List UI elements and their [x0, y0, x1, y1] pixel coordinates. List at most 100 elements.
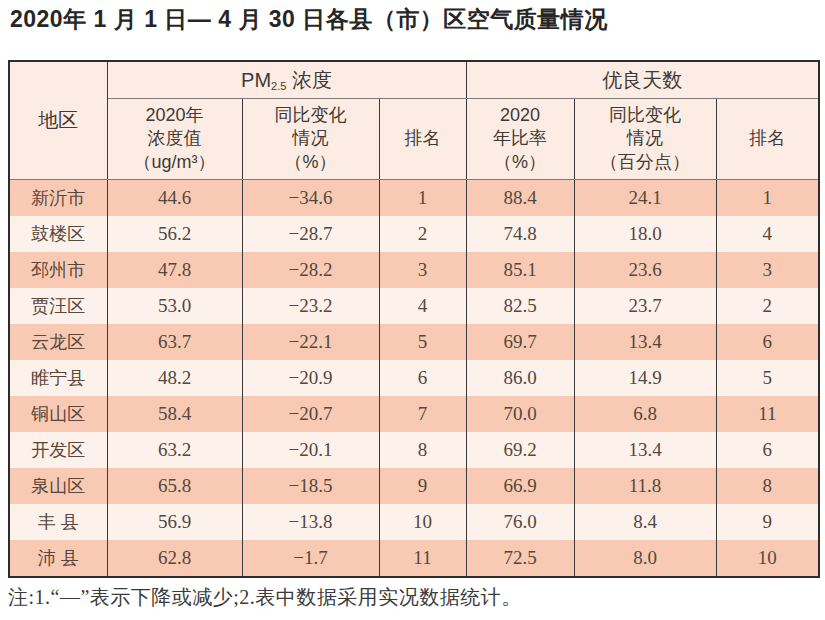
ratio-cell: 70.0: [466, 396, 574, 432]
footnote: 注:1.“—”表示下降或减少;2.表中数据采用实况数据统计。: [8, 584, 522, 611]
region-cell: 铜山区: [9, 396, 107, 432]
ratio-rank-cell: 4: [716, 216, 819, 252]
pm-value-cell: 65.8: [107, 468, 242, 504]
ratio-cell: 76.0: [466, 504, 574, 540]
ratio-rank-cell: 11: [716, 396, 819, 432]
pm-rank-cell: 6: [379, 360, 466, 396]
ratio-cell: 72.5: [466, 540, 574, 577]
table-row: 邳州市 47.8 −28.2 3 85.1 23.6 3: [9, 252, 819, 288]
air-quality-table: 地区 PM2.5 浓度 优良天数 2020年 浓度值 （ug/m³） 同比变化 …: [8, 60, 820, 578]
pm-rank-cell: 5: [379, 324, 466, 360]
pm25-label-prefix: PM: [241, 69, 271, 91]
pm25-group-header: PM2.5 浓度: [107, 61, 466, 99]
region-cell: 鼓楼区: [9, 216, 107, 252]
ratio-change-cell: 8.0: [574, 540, 716, 577]
col-header-pm-rank: 排名: [379, 99, 466, 180]
pm-change-cell: −23.2: [242, 288, 379, 324]
ratio-rank-cell: 10: [716, 540, 819, 577]
ratio-rank-cell: 6: [716, 324, 819, 360]
ratio-cell: 86.0: [466, 360, 574, 396]
pm-rank-cell: 2: [379, 216, 466, 252]
ratio-rank-cell: 1: [716, 180, 819, 217]
ratio-change-cell: 13.4: [574, 432, 716, 468]
pm25-label-suffix: 浓度: [286, 69, 332, 91]
ratio-cell: 88.4: [466, 180, 574, 217]
region-cell: 泉山区: [9, 468, 107, 504]
region-cell: 邳州市: [9, 252, 107, 288]
ratio-cell: 66.9: [466, 468, 574, 504]
pm-change-cell: −20.9: [242, 360, 379, 396]
pm-change-cell: −22.1: [242, 324, 379, 360]
pm-rank-cell: 8: [379, 432, 466, 468]
pm-rank-cell: 4: [379, 288, 466, 324]
table-group-header-row: 地区 PM2.5 浓度 优良天数: [9, 61, 819, 99]
col-header-pm-yoy-change: 同比变化 情况 （%）: [242, 99, 379, 180]
region-column-header: 地区: [9, 61, 107, 180]
ratio-change-cell: 13.4: [574, 324, 716, 360]
pm-rank-cell: 11: [379, 540, 466, 577]
ratio-change-cell: 6.8: [574, 396, 716, 432]
pm-change-cell: −13.8: [242, 504, 379, 540]
pm-change-cell: −1.7: [242, 540, 379, 577]
ratio-change-cell: 18.0: [574, 216, 716, 252]
pm-rank-cell: 7: [379, 396, 466, 432]
pm-value-cell: 48.2: [107, 360, 242, 396]
pm25-label-subscript: 2.5: [271, 80, 286, 92]
ratio-rank-cell: 2: [716, 288, 819, 324]
table-row: 睢宁县 48.2 −20.9 6 86.0 14.9 5: [9, 360, 819, 396]
ratio-rank-cell: 5: [716, 360, 819, 396]
table-row: 开发区 63.2 −20.1 8 69.2 13.4 6: [9, 432, 819, 468]
pm-value-cell: 56.9: [107, 504, 242, 540]
region-cell: 丰 县: [9, 504, 107, 540]
pm-value-cell: 56.2: [107, 216, 242, 252]
ratio-change-cell: 24.1: [574, 180, 716, 217]
pm-value-cell: 47.8: [107, 252, 242, 288]
pm-rank-cell: 10: [379, 504, 466, 540]
ratio-change-cell: 14.9: [574, 360, 716, 396]
ratio-cell: 69.7: [466, 324, 574, 360]
ratio-rank-cell: 8: [716, 468, 819, 504]
ratio-cell: 69.2: [466, 432, 574, 468]
pm-value-cell: 53.0: [107, 288, 242, 324]
ratio-cell: 85.1: [466, 252, 574, 288]
page-title: 2020年 1 月 1 日— 4 月 30 日各县（市）区空气质量情况: [10, 4, 608, 35]
pm-rank-cell: 1: [379, 180, 466, 217]
table-row: 鼓楼区 56.2 −28.7 2 74.8 18.0 4: [9, 216, 819, 252]
col-header-pm-concentration: 2020年 浓度值 （ug/m³）: [107, 99, 242, 180]
good-days-group-header: 优良天数: [466, 61, 819, 99]
table-row: 铜山区 58.4 −20.7 7 70.0 6.8 11: [9, 396, 819, 432]
ratio-rank-cell: 9: [716, 504, 819, 540]
ratio-change-cell: 8.4: [574, 504, 716, 540]
pm-value-cell: 63.2: [107, 432, 242, 468]
pm-rank-cell: 3: [379, 252, 466, 288]
ratio-rank-cell: 6: [716, 432, 819, 468]
ratio-change-cell: 23.7: [574, 288, 716, 324]
pm-change-cell: −20.1: [242, 432, 379, 468]
region-cell: 开发区: [9, 432, 107, 468]
region-cell: 沛 县: [9, 540, 107, 577]
pm-change-cell: −28.2: [242, 252, 379, 288]
pm-change-cell: −28.7: [242, 216, 379, 252]
region-cell: 新沂市: [9, 180, 107, 217]
pm-change-cell: −18.5: [242, 468, 379, 504]
region-cell: 云龙区: [9, 324, 107, 360]
ratio-change-cell: 23.6: [574, 252, 716, 288]
pm-value-cell: 58.4: [107, 396, 242, 432]
region-cell: 睢宁县: [9, 360, 107, 396]
table-sub-header-row: 2020年 浓度值 （ug/m³） 同比变化 情况 （%） 排名 2020 年比…: [9, 99, 819, 180]
pm-value-cell: 63.7: [107, 324, 242, 360]
table-row: 云龙区 63.7 −22.1 5 69.7 13.4 6: [9, 324, 819, 360]
col-header-goodday-yoy-change: 同比变化 情况 （百分点）: [574, 99, 716, 180]
ratio-change-cell: 11.8: [574, 468, 716, 504]
table-row: 新沂市 44.6 −34.6 1 88.4 24.1 1: [9, 180, 819, 217]
region-cell: 贾汪区: [9, 288, 107, 324]
ratio-cell: 82.5: [466, 288, 574, 324]
table-row: 泉山区 65.8 −18.5 9 66.9 11.8 8: [9, 468, 819, 504]
ratio-cell: 74.8: [466, 216, 574, 252]
pm-change-cell: −34.6: [242, 180, 379, 217]
pm-value-cell: 62.8: [107, 540, 242, 577]
pm-change-cell: −20.7: [242, 396, 379, 432]
pm-value-cell: 44.6: [107, 180, 242, 217]
table-row: 贾汪区 53.0 −23.2 4 82.5 23.7 2: [9, 288, 819, 324]
col-header-goodday-ratio: 2020 年比率 （%）: [466, 99, 574, 180]
